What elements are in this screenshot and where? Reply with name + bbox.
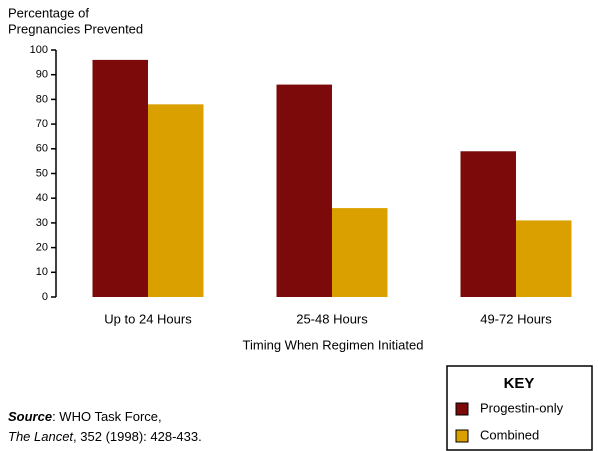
- y-axis-label: Percentage of: [8, 5, 89, 20]
- legend-title: KEY: [504, 375, 535, 392]
- y-tick-label: 20: [36, 242, 48, 254]
- legend-swatch: [455, 402, 469, 416]
- legend-box: [446, 365, 593, 451]
- y-tick-label: 90: [36, 69, 48, 81]
- bar: [276, 84, 332, 297]
- bar: [460, 151, 516, 297]
- y-tick-label: 70: [36, 118, 48, 130]
- bar: [92, 59, 148, 297]
- y-tick-label: 10: [36, 266, 48, 278]
- citation-text: , 352 (1998): 428-433.: [73, 429, 202, 444]
- source: Source: WHO Task Force,: [8, 409, 162, 424]
- y-tick-label: 30: [36, 217, 48, 229]
- x-tick-label: 25-48 Hours: [296, 311, 368, 326]
- y-tick-label: 60: [36, 143, 48, 155]
- bar: [148, 104, 204, 297]
- y-tick-label: 50: [36, 167, 48, 179]
- bar: [516, 220, 572, 297]
- legend-label: Progestin-only: [480, 400, 564, 415]
- y-tick-label: 100: [30, 44, 48, 56]
- x-tick-label: Up to 24 Hours: [104, 311, 192, 326]
- y-tick-label: 40: [36, 192, 48, 204]
- citation: The Lancet, 352 (1998): 428-433.: [8, 429, 202, 444]
- x-axis-label: Timing When Regimen Initiated: [243, 337, 424, 352]
- legend-label: Combined: [480, 427, 539, 442]
- bar: [332, 208, 388, 297]
- journal: The Lancet: [8, 429, 74, 444]
- source-text: : WHO Task Force,: [52, 409, 162, 424]
- y-tick-label: 0: [42, 291, 48, 303]
- source-label: Source: [8, 409, 52, 424]
- legend-swatch: [455, 429, 469, 443]
- x-tick-label: 49-72 Hours: [480, 311, 552, 326]
- y-tick-label: 80: [36, 93, 48, 105]
- y-axis-label: Pregnancies Prevented: [8, 21, 143, 36]
